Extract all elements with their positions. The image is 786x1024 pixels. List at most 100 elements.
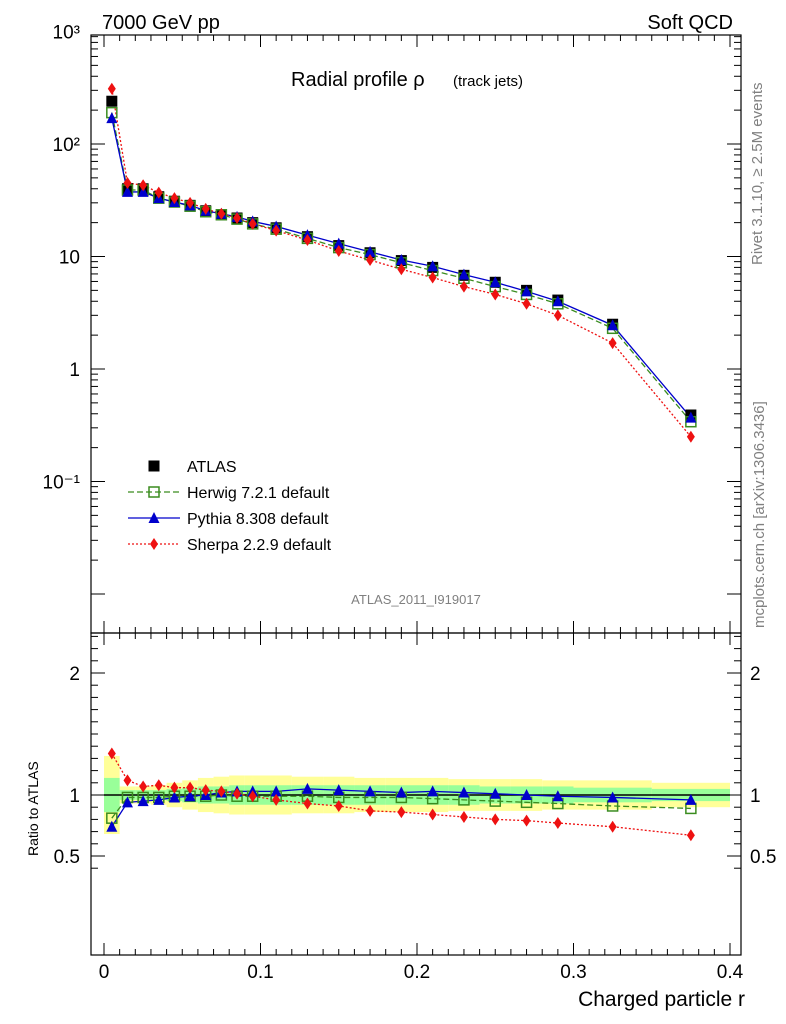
- y-tick-label: 10: [59, 248, 80, 269]
- x-tick-label: 0.1: [247, 962, 273, 983]
- sherpa-point: [334, 244, 343, 257]
- sherpa-ratio-point: [154, 779, 163, 792]
- sherpa-ratio-point: [170, 781, 179, 794]
- pythia-point: [395, 254, 407, 266]
- herwig-ratio-line: [111, 794, 691, 819]
- ratio-y-tick-label: 2: [69, 664, 80, 685]
- legend-herwig-marker: [148, 486, 160, 498]
- sherpa-point: [170, 192, 179, 205]
- legend: ATLAS Herwig 7.2.1 default Pythia 8.308 de…: [128, 459, 332, 554]
- sherpa-point: [107, 82, 116, 95]
- sherpa-ratio-point: [459, 810, 468, 823]
- pythia-ratio-point: [301, 782, 313, 794]
- sherpa-ratio-point: [608, 820, 617, 833]
- analysis-id: ATLAS_2011_I919017: [351, 592, 481, 607]
- pythia-ratio-point: [168, 791, 180, 803]
- sherpa-ratio-point: [522, 814, 531, 827]
- legend-sherpa-marker: [150, 538, 158, 550]
- pythia-ratio-point: [121, 796, 133, 808]
- pythia-point: [427, 260, 439, 272]
- header-left: 7000 GeV pp: [102, 12, 220, 34]
- y-tick-label: 1: [69, 360, 80, 381]
- sherpa-point: [272, 224, 281, 237]
- pythia-point: [607, 319, 619, 331]
- sherpa-point: [459, 280, 468, 293]
- plot-title: Radial profile ρ: [291, 69, 425, 91]
- pythia-ratio-point: [427, 785, 439, 797]
- sherpa-line: [111, 88, 692, 438]
- legend-atlas-label: ATLAS: [187, 459, 237, 476]
- header-right: Soft QCD: [647, 12, 733, 34]
- sherpa-ratio-point: [397, 806, 406, 819]
- sherpa-point: [491, 288, 500, 301]
- legend-atlas-marker: [148, 460, 160, 472]
- pythia-ratio-point: [106, 820, 118, 832]
- sherpa-point: [123, 177, 132, 190]
- x-axis-label: Charged particle r: [578, 988, 745, 1011]
- pythia-ratio-point: [489, 787, 501, 799]
- ratio-y-axis-label: Ratio to ATLAS: [25, 761, 41, 856]
- sherpa-point: [366, 254, 375, 267]
- x-tick-label: 0.3: [560, 962, 586, 983]
- pythia-point: [489, 276, 501, 288]
- sherpa-ratio-point: [217, 785, 226, 798]
- sherpa-point: [303, 234, 312, 247]
- x-tick-label: 0.4: [717, 962, 744, 983]
- sherpa-ratio-point: [248, 790, 257, 803]
- pythia-point: [137, 185, 149, 197]
- sherpa-ratio-point: [272, 793, 281, 806]
- ratio-y-tick-label-right: 0.5: [750, 847, 776, 868]
- pythia-ratio-point: [184, 790, 196, 802]
- ratio-y-tick-label: 0.5: [54, 847, 80, 868]
- x-tick-label: 0: [99, 962, 110, 983]
- sherpa-ratio-point: [186, 781, 195, 794]
- y-tick-label: 10²: [53, 135, 80, 156]
- pythia-ratio-point: [153, 793, 165, 805]
- ratio-series: [106, 747, 697, 842]
- pythia-point: [685, 411, 697, 423]
- sherpa-ratio-point: [107, 747, 116, 760]
- main-series: [106, 82, 697, 443]
- pythia-ratio-point: [333, 784, 345, 796]
- sherpa-point: [397, 263, 406, 276]
- ratio-axes: 0 0.1 0.2 0.3 0.4 0.5 0.5 1 1 2 2: [54, 633, 776, 983]
- pythia-ratio-line: [111, 788, 691, 828]
- pythia-ratio-point: [364, 785, 376, 797]
- pythia-ratio-point: [607, 791, 619, 803]
- ratio-panel-frame: [90, 632, 742, 956]
- pythia-ratio-point: [270, 785, 282, 797]
- y-tick-label: 10⁻¹: [43, 473, 81, 494]
- sherpa-point: [217, 207, 226, 220]
- sherpa-ratio-point: [139, 780, 148, 793]
- pythia-point: [458, 268, 470, 280]
- pythia-point: [121, 185, 133, 197]
- pythia-ratio-point: [552, 790, 564, 802]
- legend-sherpa-label: Sherpa 2.2.9 default: [187, 537, 332, 554]
- sherpa-point: [608, 337, 617, 350]
- ratio-y-tick-label-right: 2: [750, 664, 761, 685]
- x-tick-label: 0.2: [404, 962, 430, 983]
- pythia-ratio-point: [521, 789, 533, 800]
- pythia-point: [333, 237, 345, 249]
- sherpa-point: [686, 430, 695, 443]
- rivet-label: Rivet 3.1.10, ≥ 2.5M events: [749, 83, 766, 266]
- plot-subtitle: (track jets): [453, 73, 523, 90]
- sherpa-ratio-point: [123, 774, 132, 787]
- sherpa-point: [139, 179, 148, 192]
- sherpa-ratio-line: [111, 753, 691, 836]
- pythia-point: [552, 295, 564, 307]
- legend-pythia-marker: [148, 512, 160, 523]
- main-axes: 10⁻¹ 1 10 10² 10³: [43, 23, 741, 633]
- pythia-ratio-point: [137, 795, 149, 807]
- sherpa-point: [201, 202, 210, 215]
- sherpa-ratio-point: [686, 829, 695, 842]
- sherpa-ratio-point: [233, 787, 242, 800]
- sherpa-point: [553, 309, 562, 322]
- pythia-point: [521, 285, 533, 297]
- pythia-point: [106, 112, 118, 124]
- sherpa-point: [154, 186, 163, 199]
- atlas-point: [106, 95, 118, 107]
- sherpa-point: [248, 217, 257, 230]
- sherpa-ratio-point: [366, 804, 375, 817]
- pythia-ratio-point: [685, 793, 697, 805]
